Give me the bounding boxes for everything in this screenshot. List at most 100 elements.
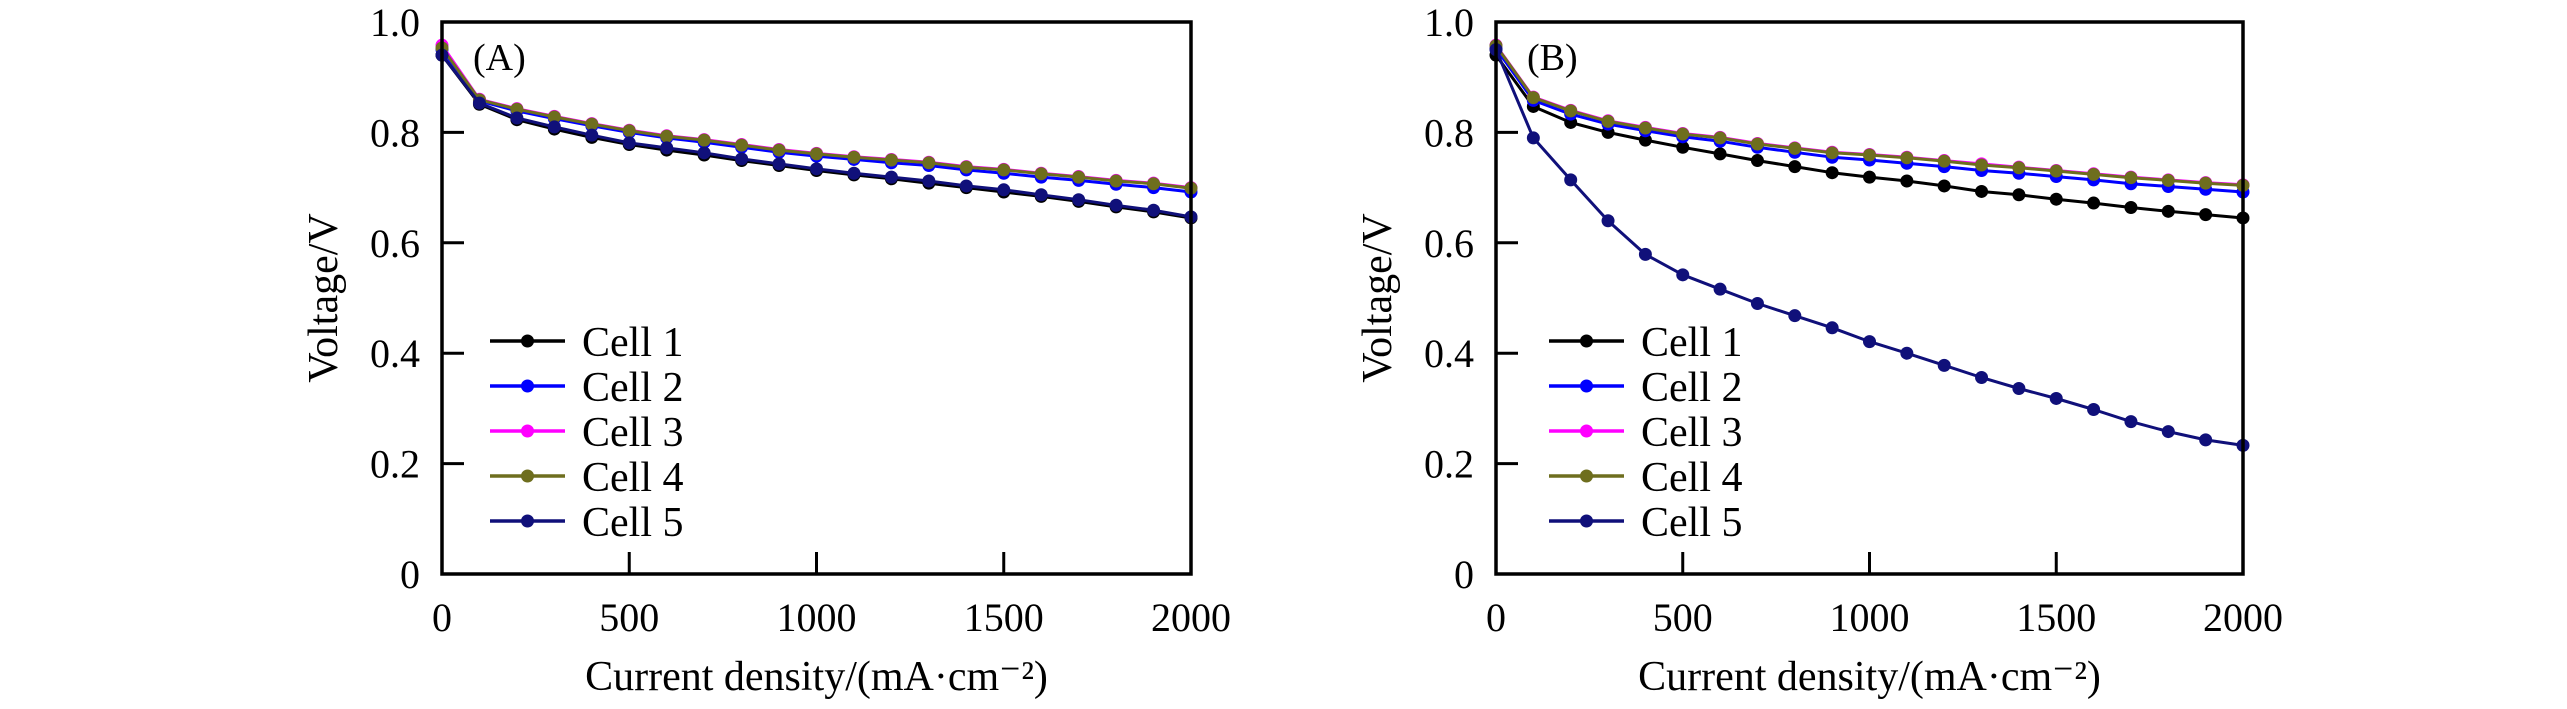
data-point [660, 141, 674, 155]
data-point [1034, 167, 1048, 181]
data-point [884, 170, 898, 184]
data-point [2012, 161, 2026, 175]
data-point [472, 96, 486, 110]
data-point [1788, 309, 1802, 323]
y-tick-label: 0.8 [370, 110, 420, 155]
data-point [1638, 121, 1652, 135]
x-tick-label: 0 [432, 595, 452, 640]
data-point [2049, 192, 2063, 206]
data-point [547, 110, 561, 124]
data-point [1975, 184, 1989, 198]
y-tick-label: 0 [1454, 552, 1474, 597]
data-point [2087, 196, 2101, 210]
panel-a: 0 500 1000 1500 2000 0 0.2 0.4 0.6 0.8 1.0 (A) Cur… [301, 0, 1231, 700]
x-tick-label: 1500 [2016, 595, 2096, 640]
data-point [1526, 91, 1540, 105]
x-tick-label: 1000 [777, 595, 857, 640]
legend-item: Cell 5 [490, 500, 684, 546]
data-point [922, 174, 936, 188]
data-point [2199, 208, 2213, 222]
data-point [2161, 204, 2175, 218]
data-point [2012, 188, 2026, 202]
data-point [1750, 154, 1764, 168]
data-point [1937, 179, 1951, 193]
tick-labels: 0 500 1000 1500 2000 0 0.2 0.4 0.6 0.8 1.0 [370, 0, 1231, 640]
data-point [1564, 173, 1578, 187]
legend-label: Cell 3 [1641, 410, 1743, 456]
series-cell-5 [1489, 43, 2250, 452]
data-point [697, 146, 711, 160]
data-point [1676, 140, 1690, 154]
data-point [922, 156, 936, 170]
legend-label: Cell 4 [1641, 455, 1743, 501]
data-point [1147, 177, 1161, 191]
data-point [510, 111, 524, 125]
legend-item: Cell 2 [1549, 365, 1743, 411]
data-point [1750, 297, 1764, 311]
data-point [772, 157, 786, 171]
data-point [1109, 174, 1123, 188]
data-point [1788, 141, 1802, 155]
x-tick-label: 500 [599, 595, 659, 640]
data-point [1109, 198, 1123, 212]
legend-marker [521, 514, 534, 528]
y-axis-title: Voltage/V [301, 213, 347, 383]
panel-label: (B) [1527, 37, 1578, 79]
legend-item: Cell 3 [490, 410, 684, 456]
series-layer [1489, 38, 2250, 452]
data-point [1676, 127, 1690, 141]
series-layer [435, 38, 1198, 225]
legend-item: Cell 1 [490, 320, 684, 366]
data-point [697, 133, 711, 147]
data-point [997, 163, 1011, 177]
plot-frame [440, 20, 1193, 576]
x-axis-title: Current density/(mA·cm⁻²) [1638, 654, 2101, 700]
data-point [622, 136, 636, 150]
legend-label: Cell 3 [582, 410, 684, 456]
legend-marker [1580, 514, 1593, 528]
data-point [1900, 151, 1914, 165]
legend-label: Cell 2 [1641, 365, 1743, 411]
data-point [959, 179, 973, 193]
y-tick-label: 0.6 [370, 221, 420, 266]
y-axis-title: Voltage/V [1355, 213, 1401, 383]
data-point [1937, 358, 1951, 372]
legend-label: Cell 5 [582, 500, 684, 546]
data-point [2124, 200, 2138, 214]
data-point [2124, 171, 2138, 185]
y-tick-label: 0.8 [1424, 110, 1474, 155]
data-point [847, 166, 861, 180]
data-point [585, 117, 599, 131]
data-point [1072, 170, 1086, 184]
data-point [2199, 176, 2213, 190]
legend-marker [1580, 334, 1593, 348]
data-point [547, 120, 561, 134]
data-point [2087, 403, 2101, 417]
legend-marker [521, 424, 534, 438]
data-point [810, 147, 823, 161]
data-point [1975, 158, 1989, 172]
data-point [1863, 170, 1876, 184]
data-point [1863, 335, 1876, 349]
series-cell-3 [1489, 38, 2250, 192]
data-point [1713, 147, 1727, 161]
data-point [735, 138, 749, 152]
data-point [847, 150, 861, 164]
data-point [1564, 104, 1578, 118]
data-point [1713, 282, 1727, 296]
legend-item: Cell 1 [1549, 320, 1743, 366]
x-tick-label: 1000 [1830, 595, 1910, 640]
legend-label: Cell 4 [582, 455, 684, 501]
y-tick-label: 1.0 [1424, 0, 1474, 45]
data-point [997, 183, 1011, 197]
data-point [1975, 370, 1989, 384]
data-point [1825, 146, 1839, 160]
legend-item: Cell 4 [1549, 455, 1743, 501]
data-point [772, 143, 786, 157]
data-point [2012, 382, 2026, 396]
data-point [2199, 433, 2213, 447]
y-tick-label: 0.6 [1424, 221, 1474, 266]
y-tick-label: 0.4 [370, 331, 420, 376]
data-point [2161, 425, 2175, 439]
legend-label: Cell 1 [1641, 320, 1743, 366]
